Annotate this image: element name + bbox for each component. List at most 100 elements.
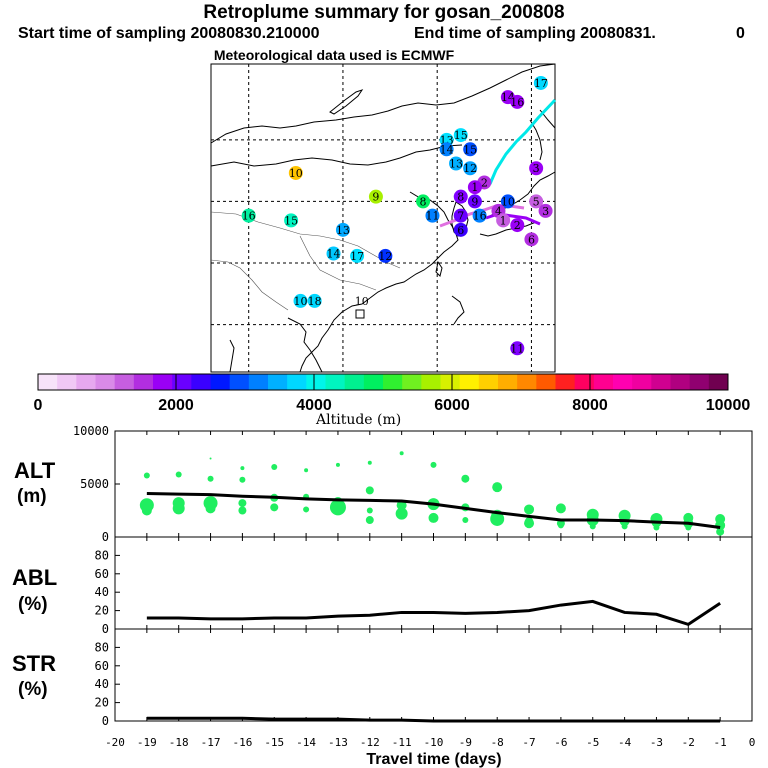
alt-scatter-point — [304, 468, 309, 473]
y-tick-label: 10000 — [73, 424, 109, 438]
cluster-dot — [326, 246, 341, 261]
cluster-marker: 13 — [449, 156, 464, 171]
alt-scatter — [139, 451, 726, 536]
cluster-marker: 8 — [453, 189, 468, 204]
coastline-taiwan — [435, 260, 443, 277]
colorbar-swatch — [191, 374, 211, 390]
colorbar-swatch — [76, 374, 96, 390]
lake-baikal — [329, 89, 364, 115]
alt-scatter-point — [461, 474, 470, 483]
alt-scatter-point — [239, 476, 246, 483]
cluster-marker: 11 — [510, 341, 525, 356]
alt-scatter-point — [172, 502, 185, 515]
cluster-dot — [449, 156, 464, 171]
alt-scatter-point — [492, 482, 503, 493]
colorbar-swatch — [383, 374, 403, 390]
alt-scatter-point — [270, 503, 279, 512]
cluster-dot — [350, 248, 365, 263]
x-tick-label: -11 — [392, 736, 412, 749]
alt-scatter-point — [367, 460, 372, 465]
x-tick-label: -9 — [459, 736, 472, 749]
alt-scatter-point — [365, 516, 374, 525]
cluster-dot — [453, 222, 468, 237]
cluster-label: 14 — [327, 248, 341, 261]
colorbar-swatch — [440, 374, 461, 390]
colorbar-swatch — [210, 374, 231, 390]
alt-scatter-point — [428, 512, 439, 523]
y-tick-label: 20 — [95, 604, 109, 618]
alt-scatter-point — [141, 505, 152, 516]
alt-scatter-point — [335, 462, 340, 467]
colorbar-swatches — [38, 374, 729, 390]
cluster-marker: 10 — [355, 295, 369, 308]
x-tick-label: -16 — [232, 736, 252, 749]
abl-panel: ABL (%) 0 20 40 60 80 — [12, 536, 753, 636]
cluster-marker: 18 — [307, 293, 322, 308]
colorbar-ticks: 0 2000 4000 6000 8000 10000 — [34, 374, 751, 414]
cluster-marker: 11 — [425, 208, 440, 223]
cluster-dot — [538, 203, 553, 218]
abl-line — [146, 599, 721, 627]
colorbar-tick-label: 10000 — [706, 397, 751, 414]
colorbar-swatch — [95, 374, 116, 390]
cluster-marker: 10 — [288, 165, 303, 180]
cluster-dot — [510, 94, 525, 109]
colorbar-swatch — [632, 374, 652, 390]
cluster-label: 8 — [457, 191, 464, 204]
colorbar-swatch — [459, 374, 480, 390]
cluster-dot — [439, 142, 454, 157]
cluster-marker: 6 — [524, 232, 539, 247]
cluster-label: 18 — [308, 295, 322, 308]
abl-label-top: ABL — [12, 565, 57, 590]
alt-scatter-point — [329, 499, 346, 516]
y-tick-label: 60 — [95, 567, 109, 581]
x-tick-label: -12 — [360, 736, 380, 749]
colorbar-swatch — [536, 374, 556, 390]
colorbar: 0 2000 4000 6000 8000 10000 Altitude (m) — [34, 373, 751, 428]
cluster-label: 11 — [510, 342, 524, 355]
cluster-label: 3 — [533, 162, 540, 175]
cluster-dot — [467, 194, 482, 209]
alt-scatter-point — [621, 523, 628, 530]
cluster-label: 10 — [294, 295, 308, 308]
cluster-marker: 10 — [293, 293, 308, 308]
colorbar-swatch — [363, 374, 384, 390]
cluster-label: 15 — [454, 129, 468, 142]
colorbar-label: Altitude (m) — [315, 412, 401, 428]
cluster-label: 16 — [510, 96, 524, 109]
colorbar-swatch — [689, 374, 710, 390]
x-tick-label: -1 — [714, 736, 727, 749]
colorbar-tick-label: 0 — [34, 397, 43, 414]
colorbar-tick-label: 4000 — [296, 397, 332, 414]
cluster-label: 6 — [457, 224, 464, 237]
cluster-dot — [335, 222, 350, 237]
cluster-marker: 1 — [496, 213, 511, 228]
str-frame — [114, 628, 753, 722]
str-y-ticks: 0 20 40 60 80 — [95, 629, 753, 728]
alt-scatter-point — [716, 527, 725, 536]
y-tick-label: 0 — [102, 714, 109, 728]
cluster-dot — [524, 232, 539, 247]
cluster-label: 10 — [355, 295, 369, 308]
x-tick-label: -20 — [105, 736, 125, 749]
colorbar-swatch — [555, 374, 576, 390]
colorbar-swatch — [344, 374, 365, 390]
cluster-marker: 5 — [529, 194, 544, 209]
plume-track-cyan — [488, 98, 557, 185]
cluster-dot — [307, 293, 322, 308]
cluster-marker: 1 — [467, 180, 482, 195]
alt-scatter-point — [271, 464, 278, 471]
cluster-marker: 15 — [284, 213, 299, 228]
coastline-philippines — [451, 295, 465, 325]
cluster-label: 15 — [463, 143, 477, 156]
x-tick-label: -5 — [586, 736, 599, 749]
cluster-label: 3 — [542, 205, 549, 218]
coastline-indochina — [299, 297, 371, 373]
alt-scatter-point — [399, 451, 404, 456]
colorbar-swatch — [478, 374, 499, 390]
cluster-dot — [453, 128, 468, 143]
coastline-korea-china — [369, 191, 459, 299]
x-tick-label: -19 — [137, 736, 157, 749]
colorbar-swatch — [153, 374, 173, 390]
